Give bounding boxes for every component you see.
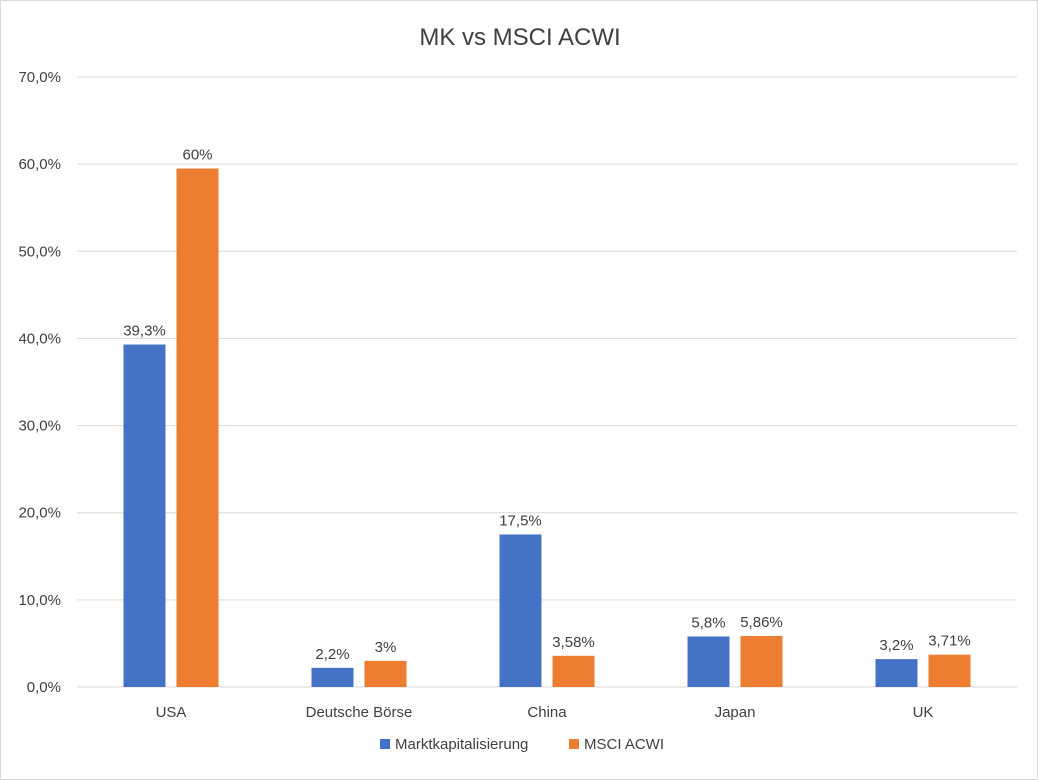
x-tick-label: Deutsche Börse bbox=[306, 704, 413, 721]
x-tick-label: Japan bbox=[715, 704, 756, 721]
y-tick-label: 40,0% bbox=[18, 330, 61, 347]
data-label: 3,58% bbox=[552, 634, 595, 651]
bar-msci-acwi bbox=[176, 168, 219, 687]
legend-swatch bbox=[569, 739, 579, 749]
y-tick-label: 60,0% bbox=[18, 156, 61, 173]
y-tick-label: 0,0% bbox=[27, 679, 61, 696]
y-tick-label: 30,0% bbox=[18, 418, 61, 435]
bar-msci-acwi bbox=[740, 635, 783, 687]
data-label: 17,5% bbox=[499, 513, 542, 530]
bar-marktkapitalisierung bbox=[687, 636, 730, 687]
data-label: 3,71% bbox=[928, 633, 971, 650]
bars: 39,3% 60% 2,2% 3% 17,5% 3,58% 5,8% 5,86% 3,2% 3,7… bbox=[123, 147, 971, 687]
legend-swatch bbox=[380, 739, 390, 749]
y-tick-label: 70,0% bbox=[18, 69, 61, 86]
bar-marktkapitalisierung bbox=[499, 534, 542, 687]
legend-label: MSCI ACWI bbox=[584, 736, 664, 753]
data-label: 5,86% bbox=[740, 614, 783, 631]
x-axis: USA Deutsche Börse China Japan UK bbox=[156, 704, 934, 721]
x-tick-label: China bbox=[527, 704, 567, 721]
y-tick-label: 50,0% bbox=[18, 243, 61, 260]
bar-msci-acwi bbox=[928, 654, 971, 687]
data-label: 3% bbox=[375, 639, 397, 656]
bar-marktkapitalisierung bbox=[875, 659, 918, 687]
data-label: 2,2% bbox=[315, 646, 349, 663]
data-label: 39,3% bbox=[123, 323, 166, 340]
x-tick-label: USA bbox=[156, 704, 187, 721]
legend: Marktkapitalisierung MSCI ACWI bbox=[380, 736, 664, 753]
y-tick-label: 10,0% bbox=[18, 592, 61, 609]
x-tick-label: UK bbox=[913, 704, 934, 721]
bar-msci-acwi bbox=[364, 660, 407, 687]
chart-title: MK vs MSCI ACWI bbox=[419, 24, 620, 51]
bar-msci-acwi bbox=[552, 655, 595, 687]
bar-marktkapitalisierung bbox=[311, 667, 354, 687]
data-label: 3,2% bbox=[879, 637, 913, 654]
data-label: 60% bbox=[182, 147, 212, 164]
bar-marktkapitalisierung bbox=[123, 344, 166, 687]
y-tick-label: 20,0% bbox=[18, 505, 61, 522]
gridlines bbox=[77, 76, 1017, 688]
data-label: 5,8% bbox=[691, 614, 725, 631]
legend-label: Marktkapitalisierung bbox=[395, 736, 528, 753]
y-axis: 0,0% 10,0% 20,0% 30,0% 40,0% 50,0% 60,0% 70,0% bbox=[18, 69, 61, 696]
